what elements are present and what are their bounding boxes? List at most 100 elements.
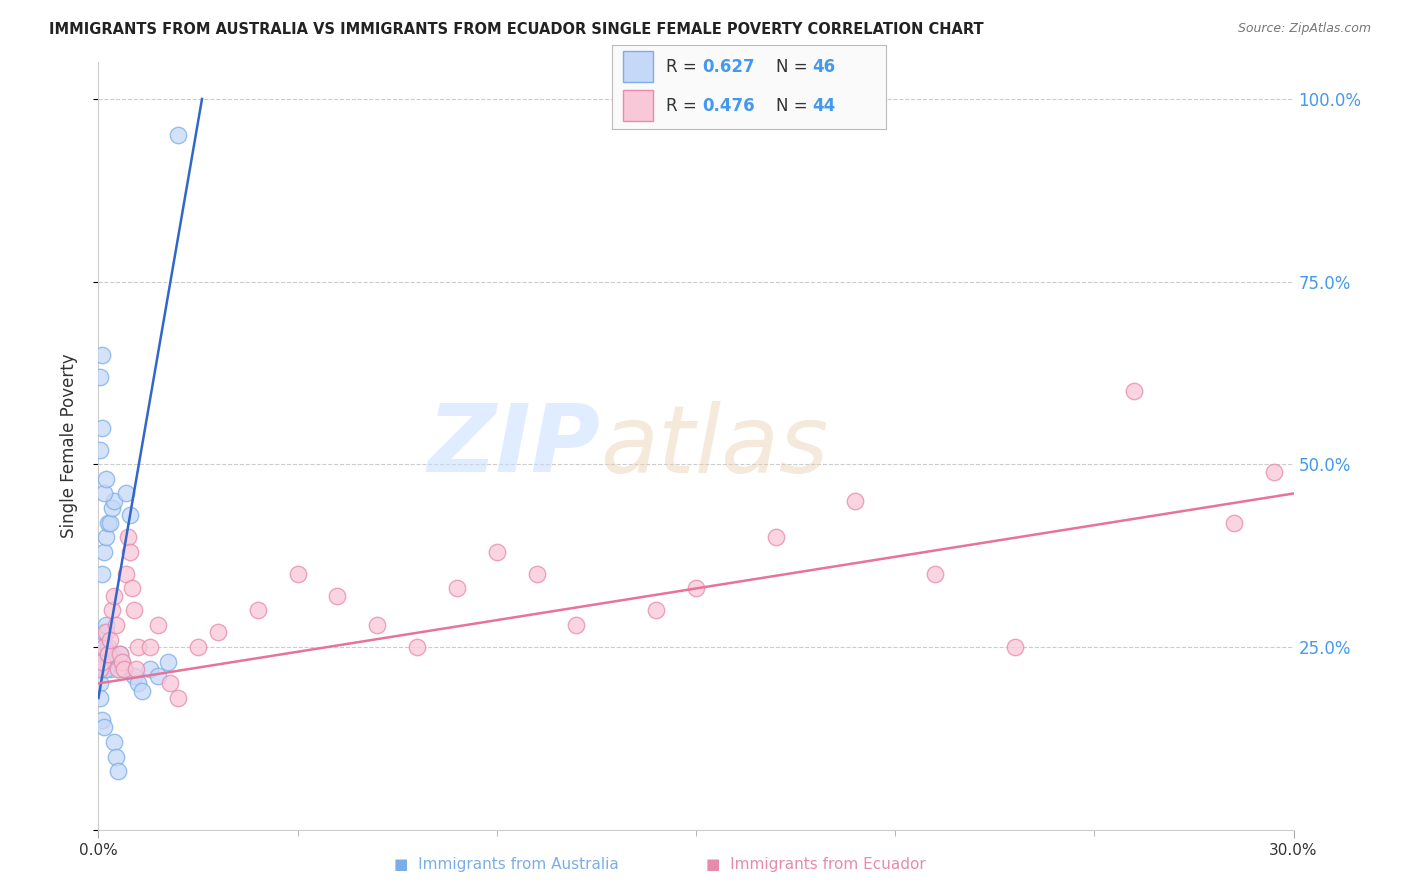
Point <box>96 655 118 669</box>
Point <box>91 662 114 676</box>
Point <box>107 662 129 676</box>
Point <box>89 676 111 690</box>
Point <box>125 662 148 676</box>
Point <box>91 348 114 362</box>
Point <box>103 589 125 603</box>
Point <box>139 640 162 654</box>
Point <box>157 655 180 669</box>
Point <box>93 486 115 500</box>
Point <box>93 662 115 676</box>
Point <box>98 632 122 647</box>
Point <box>110 647 132 661</box>
Text: 0.627: 0.627 <box>702 58 755 76</box>
FancyBboxPatch shape <box>623 90 652 120</box>
Text: ■  Immigrants from Australia: ■ Immigrants from Australia <box>394 857 619 872</box>
Point <box>167 691 190 706</box>
Text: ZIP: ZIP <box>427 400 600 492</box>
Point <box>93 625 115 640</box>
Point <box>844 493 866 508</box>
Point <box>96 472 118 486</box>
Point <box>159 676 181 690</box>
Point <box>96 618 118 632</box>
Point <box>89 369 111 384</box>
Text: 46: 46 <box>811 58 835 76</box>
Point <box>107 764 129 778</box>
Text: N =: N = <box>776 96 813 114</box>
Point <box>406 640 429 654</box>
Text: Source: ZipAtlas.com: Source: ZipAtlas.com <box>1237 22 1371 36</box>
Point <box>124 669 146 683</box>
Point <box>110 647 132 661</box>
Point <box>1123 384 1146 399</box>
Point <box>97 640 120 654</box>
Point <box>103 735 125 749</box>
Point <box>127 640 149 654</box>
Point <box>366 618 388 632</box>
Point <box>103 655 125 669</box>
Point <box>93 640 115 654</box>
Text: ■  Immigrants from Ecuador: ■ Immigrants from Ecuador <box>706 857 925 872</box>
Text: 0.476: 0.476 <box>702 96 755 114</box>
Text: R =: R = <box>666 96 703 114</box>
Point <box>91 566 114 581</box>
Point <box>1223 516 1246 530</box>
Point <box>131 683 153 698</box>
Point <box>326 589 349 603</box>
Point <box>115 486 138 500</box>
Point <box>148 618 170 632</box>
Point <box>287 566 309 581</box>
Point <box>97 647 120 661</box>
Point <box>98 662 122 676</box>
Point <box>139 662 162 676</box>
Point <box>120 545 142 559</box>
Point <box>89 640 111 654</box>
Point <box>148 669 170 683</box>
Point <box>89 691 111 706</box>
Point <box>101 603 124 617</box>
Point <box>91 655 114 669</box>
Point <box>89 662 111 676</box>
Point <box>112 662 135 676</box>
Point <box>121 582 143 596</box>
Point <box>115 566 138 581</box>
Point <box>117 530 139 544</box>
Point <box>96 625 118 640</box>
Point <box>91 713 114 727</box>
Point <box>112 662 135 676</box>
Point <box>124 603 146 617</box>
Point <box>246 603 269 617</box>
Point <box>97 516 120 530</box>
Point <box>565 618 588 632</box>
Text: 44: 44 <box>811 96 835 114</box>
Point <box>167 128 190 143</box>
FancyBboxPatch shape <box>623 52 652 82</box>
Point <box>98 516 122 530</box>
Text: atlas: atlas <box>600 401 828 491</box>
Point <box>111 655 134 669</box>
Point <box>207 625 229 640</box>
Point <box>111 655 134 669</box>
Point <box>685 582 707 596</box>
Point <box>187 640 209 654</box>
Y-axis label: Single Female Poverty: Single Female Poverty <box>59 354 77 538</box>
Point <box>93 720 115 734</box>
Point <box>1263 465 1285 479</box>
Point <box>93 545 115 559</box>
Point <box>120 508 142 523</box>
Point <box>127 676 149 690</box>
Point <box>446 582 468 596</box>
Point <box>105 749 128 764</box>
Point <box>91 421 114 435</box>
Point <box>97 647 120 661</box>
Point <box>1004 640 1026 654</box>
Point <box>107 662 129 676</box>
Text: R =: R = <box>666 58 703 76</box>
Point <box>105 618 128 632</box>
Text: N =: N = <box>776 58 813 76</box>
Point <box>485 545 508 559</box>
Point <box>96 662 118 676</box>
Point <box>91 632 114 647</box>
Point <box>103 493 125 508</box>
Point <box>765 530 787 544</box>
Point <box>89 442 111 457</box>
